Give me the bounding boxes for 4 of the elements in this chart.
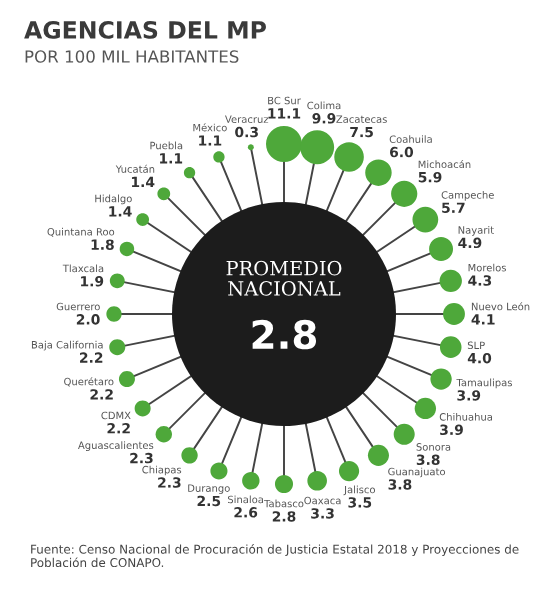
text: PROMEDIO NACIONAL	[226, 260, 342, 296]
text: 2.8	[252, 319, 317, 350]
text: POR 100 MIL HABITANTES	[25, 50, 239, 63]
text: AGENCIAS DEL MP	[24, 20, 266, 39]
